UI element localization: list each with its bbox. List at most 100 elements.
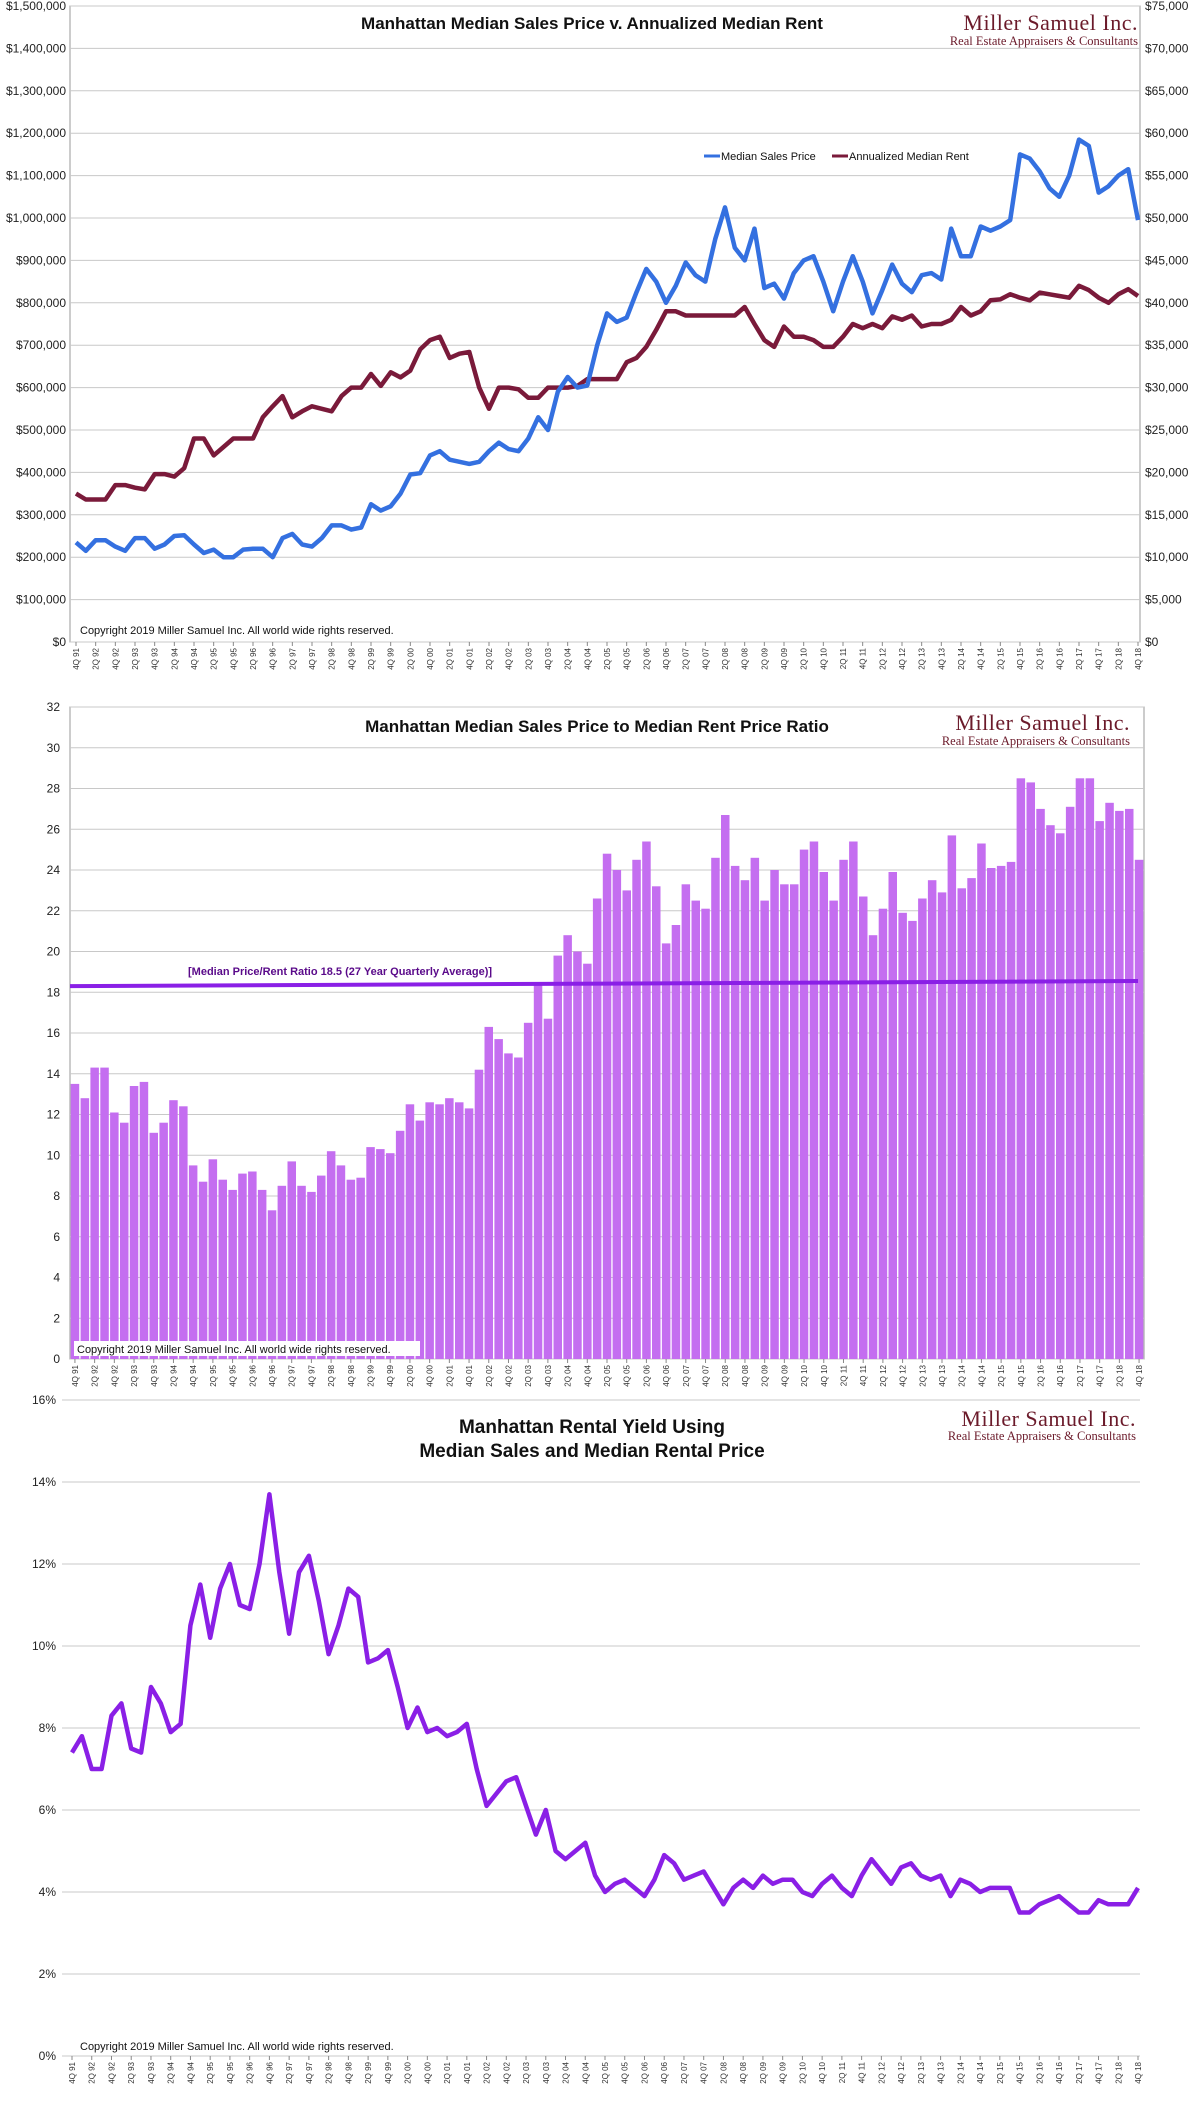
- ratio-bar: [849, 841, 858, 1359]
- y-tick-label: $1,000,000: [6, 211, 66, 225]
- x-tick-label: 2Q 05: [601, 2061, 610, 2083]
- x-tick-label: 4Q 03: [544, 1364, 553, 1386]
- y-tick-label: 8: [53, 1189, 60, 1203]
- rent-series-line: [74, 283, 1140, 502]
- chart-2-title: Manhattan Median Sales Price to Median R…: [365, 717, 829, 736]
- x-tick-label: 2Q 15: [996, 647, 1005, 669]
- y2-tick-label: $25,000: [1145, 423, 1189, 437]
- x-tick-label: 4Q 14: [977, 647, 986, 669]
- ratio-bar: [691, 900, 700, 1359]
- ratio-bar: [809, 841, 819, 1359]
- chart-1-brand-logo: Miller Samuel Inc. Real Estate Appraiser…: [950, 10, 1138, 48]
- ratio-bar: [918, 898, 927, 1359]
- ratio-bar: [1095, 821, 1104, 1359]
- x-tick-label: 4Q 07: [702, 1364, 711, 1386]
- chart-3-gridlines: [62, 1399, 1140, 2057]
- ratio-bar: [169, 1100, 178, 1359]
- y2-tick-label: $20,000: [1145, 465, 1189, 479]
- chart-3-y-axis: 0% 2% 4% 6% 8% 10% 12% 14% 16%: [32, 1393, 56, 2063]
- x-tick-label: 2Q 16: [1037, 1364, 1046, 1386]
- ratio-bar: [996, 865, 1006, 1359]
- x-tick-label: 2Q 95: [209, 1364, 218, 1386]
- y2-tick-label: $0: [1145, 635, 1159, 649]
- ratio-bar: [859, 896, 868, 1359]
- ratio-bar: [257, 1189, 267, 1359]
- x-tick-label: 4Q 16: [1055, 647, 1064, 669]
- x-tick-label: 2Q 99: [364, 2061, 373, 2083]
- ratio-bar: [721, 815, 730, 1359]
- ratio-bar: [317, 1175, 326, 1359]
- y-tick-label: 14%: [32, 1475, 56, 1489]
- y-tick-label: 2: [53, 1311, 60, 1325]
- x-tick-label: 2Q 93: [130, 1364, 139, 1386]
- x-tick-label: 4Q 91: [71, 1364, 80, 1386]
- x-tick-label: 4Q 99: [386, 1364, 395, 1386]
- x-tick-label: 4Q 05: [623, 1364, 632, 1386]
- y-tick-label: 20: [47, 945, 61, 959]
- x-tick-label: 4Q 05: [623, 647, 632, 669]
- ratio-bar: [632, 859, 641, 1359]
- ratio-bar: [1115, 810, 1124, 1359]
- x-tick-label: 4Q 04: [583, 1364, 592, 1386]
- x-tick-label: 4Q 04: [581, 2061, 590, 2083]
- x-tick-label: 2Q 96: [248, 1364, 257, 1386]
- ratio-bar: [563, 935, 572, 1359]
- x-tick-label: 4Q 14: [977, 1364, 986, 1386]
- y2-tick-label: $5,000: [1145, 593, 1182, 607]
- x-tick-label: 2Q 97: [288, 647, 297, 669]
- x-tick-label: 4Q 09: [780, 647, 789, 669]
- x-tick-label: 2Q 13: [918, 647, 927, 669]
- legend-label-sales: Median Sales Price: [721, 151, 816, 163]
- x-tick-label: 4Q 10: [818, 2061, 827, 2083]
- x-tick-label: 4Q 07: [700, 2061, 709, 2083]
- x-tick-label: 2Q 01: [445, 1364, 454, 1386]
- x-tick-label: 2Q 14: [957, 647, 966, 669]
- y-tick-label: $700,000: [16, 338, 66, 352]
- ratio-bar: [602, 853, 612, 1359]
- x-tick-label: 4Q 00: [426, 647, 435, 669]
- x-tick-label: 2Q 02: [483, 2061, 492, 2083]
- x-tick-label: 4Q 97: [307, 1364, 316, 1386]
- x-tick-label: 2Q 01: [443, 2061, 452, 2083]
- x-tick-label: 2Q 08: [721, 647, 730, 669]
- x-tick-label: 2Q 07: [680, 2061, 689, 2083]
- ratio-bar: [770, 870, 779, 1359]
- ratio-bar: [307, 1191, 316, 1359]
- average-ratio-annotation: [Median Price/Rent Ratio 18.5 (27 Year Q…: [188, 966, 492, 978]
- chart-1-left-axis: $0 $100,000 $200,000 $300,000 $400,000 $500,0…: [6, 0, 66, 649]
- x-tick-label: 4Q 08: [741, 647, 750, 669]
- ratio-bar: [888, 872, 897, 1359]
- y-tick-label: 0%: [39, 2049, 57, 2063]
- y-tick-label: 10: [47, 1148, 61, 1162]
- x-tick-label: 2Q 15: [996, 2061, 1005, 2083]
- x-tick-label: 4Q 01: [463, 2061, 472, 2083]
- x-tick-label: 4Q 98: [347, 647, 356, 669]
- chart-3-title-line: Median Sales and Median Rental Price: [419, 1441, 764, 1462]
- x-tick-label: 4Q 08: [741, 1364, 750, 1386]
- chart-1-legend: Median Sales Price Annualized Median Ren…: [704, 151, 969, 163]
- x-tick-label: 4Q 92: [110, 1364, 119, 1386]
- x-tick-label: 2Q 18: [1114, 647, 1123, 669]
- x-tick-label: 4Q 96: [269, 647, 278, 669]
- x-tick-label: 2Q 98: [328, 647, 337, 669]
- x-tick-label: 4Q 02: [502, 2061, 511, 2083]
- x-tick-label: 4Q 17: [1095, 2061, 1104, 2083]
- x-tick-label: 2Q 03: [522, 2061, 531, 2083]
- x-tick-label: 4Q 16: [1055, 2061, 1064, 2083]
- x-tick-label: 2Q 11: [839, 647, 848, 669]
- x-tick-label: 2Q 06: [642, 647, 651, 669]
- y2-tick-label: $60,000: [1145, 126, 1189, 140]
- ratio-bar: [80, 1098, 90, 1359]
- y-tick-label: 28: [47, 782, 61, 796]
- x-tick-label: 2Q 14: [958, 1364, 967, 1386]
- x-tick-label: 2Q 05: [603, 647, 612, 669]
- ratio-bar: [356, 1177, 365, 1359]
- x-tick-label: 4Q 11: [859, 647, 868, 669]
- ratio-bar: [523, 1022, 533, 1359]
- x-tick-label: 2Q 02: [485, 647, 494, 669]
- ratio-bar: [1134, 859, 1144, 1359]
- x-tick-label: 4Q 98: [344, 2061, 353, 2083]
- x-tick-label: 4Q 15: [1017, 1364, 1026, 1386]
- x-tick-label: 4Q 12: [898, 647, 907, 669]
- svg-text:Miller Samuel Inc.: Miller Samuel Inc.: [963, 10, 1138, 35]
